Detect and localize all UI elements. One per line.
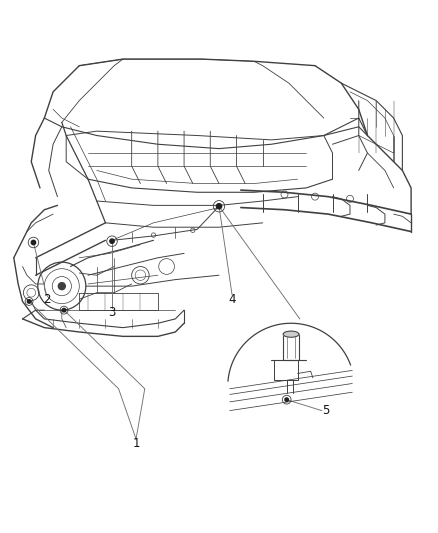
Circle shape — [285, 398, 288, 401]
Circle shape — [62, 309, 66, 312]
Circle shape — [27, 300, 31, 303]
Text: 1: 1 — [132, 437, 140, 450]
Circle shape — [58, 282, 65, 289]
Text: 2: 2 — [43, 293, 50, 306]
Circle shape — [110, 239, 114, 244]
Text: 3: 3 — [108, 306, 116, 319]
Text: 5: 5 — [322, 404, 330, 417]
Circle shape — [216, 204, 222, 209]
Circle shape — [31, 240, 35, 245]
Text: 4: 4 — [228, 293, 236, 306]
Ellipse shape — [283, 331, 299, 337]
